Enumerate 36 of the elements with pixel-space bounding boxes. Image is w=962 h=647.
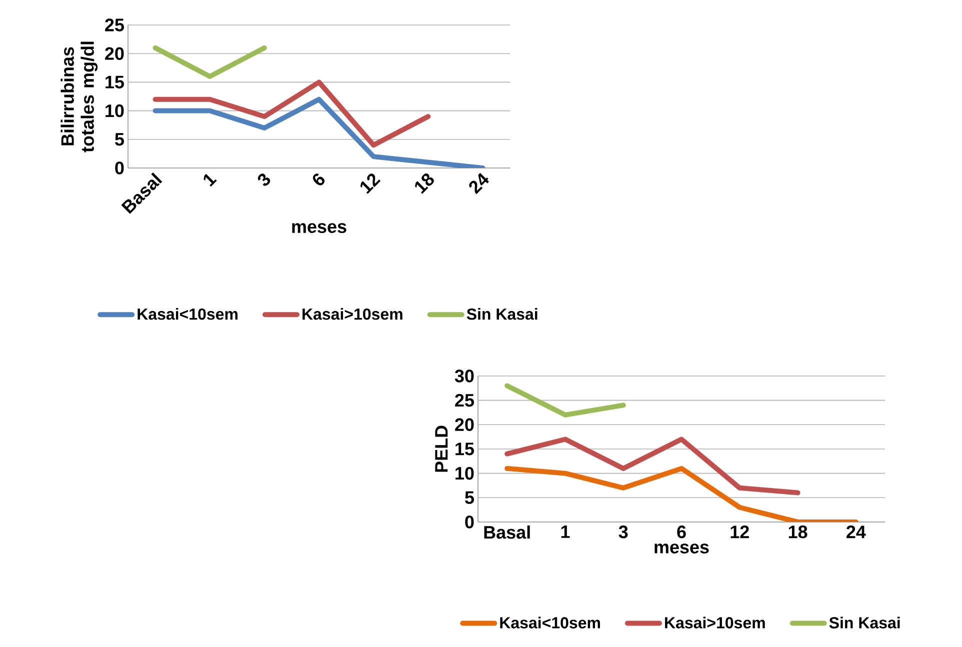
x-tick-label: Basal xyxy=(484,526,530,539)
x-tick-label: 3 xyxy=(618,526,628,538)
legend-label: Kasai<10sem xyxy=(500,616,600,628)
legend-label: Sin Kasai xyxy=(829,616,900,628)
legend-label: Kasai<10sem xyxy=(138,308,238,320)
x-tick-label: 18 xyxy=(788,526,808,538)
y-tick-label: 10 xyxy=(456,466,474,480)
y-tick-label: 25 xyxy=(455,394,474,407)
x-tick-label: 24 xyxy=(846,526,866,538)
x-tick-label: 24 xyxy=(469,172,489,194)
x-tick-label: 3 xyxy=(258,174,270,186)
y-axis-title: PELD xyxy=(435,426,448,472)
x-tick-label: 1 xyxy=(204,174,217,187)
y-tick-label: 20 xyxy=(105,47,124,60)
y-tick-label: 5 xyxy=(115,133,124,146)
x-axis-title: meses xyxy=(654,544,709,554)
x-tick-label: 6 xyxy=(677,526,686,538)
y-tick-label: 0 xyxy=(465,516,474,528)
legend-label: Kasai>10sem xyxy=(665,616,765,628)
legend-label: Kasai>10sem xyxy=(302,308,402,320)
x-tick-label: 1 xyxy=(561,526,570,538)
y-axis-title: Bilirrubinas totales mg/dl xyxy=(60,42,98,152)
x-tick-label: 12 xyxy=(730,526,749,538)
y-tick-label: 0 xyxy=(115,162,124,174)
y-tick-label: 5 xyxy=(465,491,474,504)
y-tick-label: 25 xyxy=(105,18,124,32)
y-tick-label: 30 xyxy=(454,370,474,382)
y-tick-label: 10 xyxy=(106,104,124,118)
x-tick-label: 18 xyxy=(414,174,434,194)
y-tick-label: 15 xyxy=(456,442,474,456)
x-axis-title: meses xyxy=(292,223,346,233)
y-tick-label: 15 xyxy=(106,76,124,88)
x-tick-label: 6 xyxy=(312,174,325,186)
x-tick-label: 12 xyxy=(360,174,381,194)
y-tick-label: 20 xyxy=(455,418,474,432)
legend-label: Sin Kasai xyxy=(466,308,538,320)
